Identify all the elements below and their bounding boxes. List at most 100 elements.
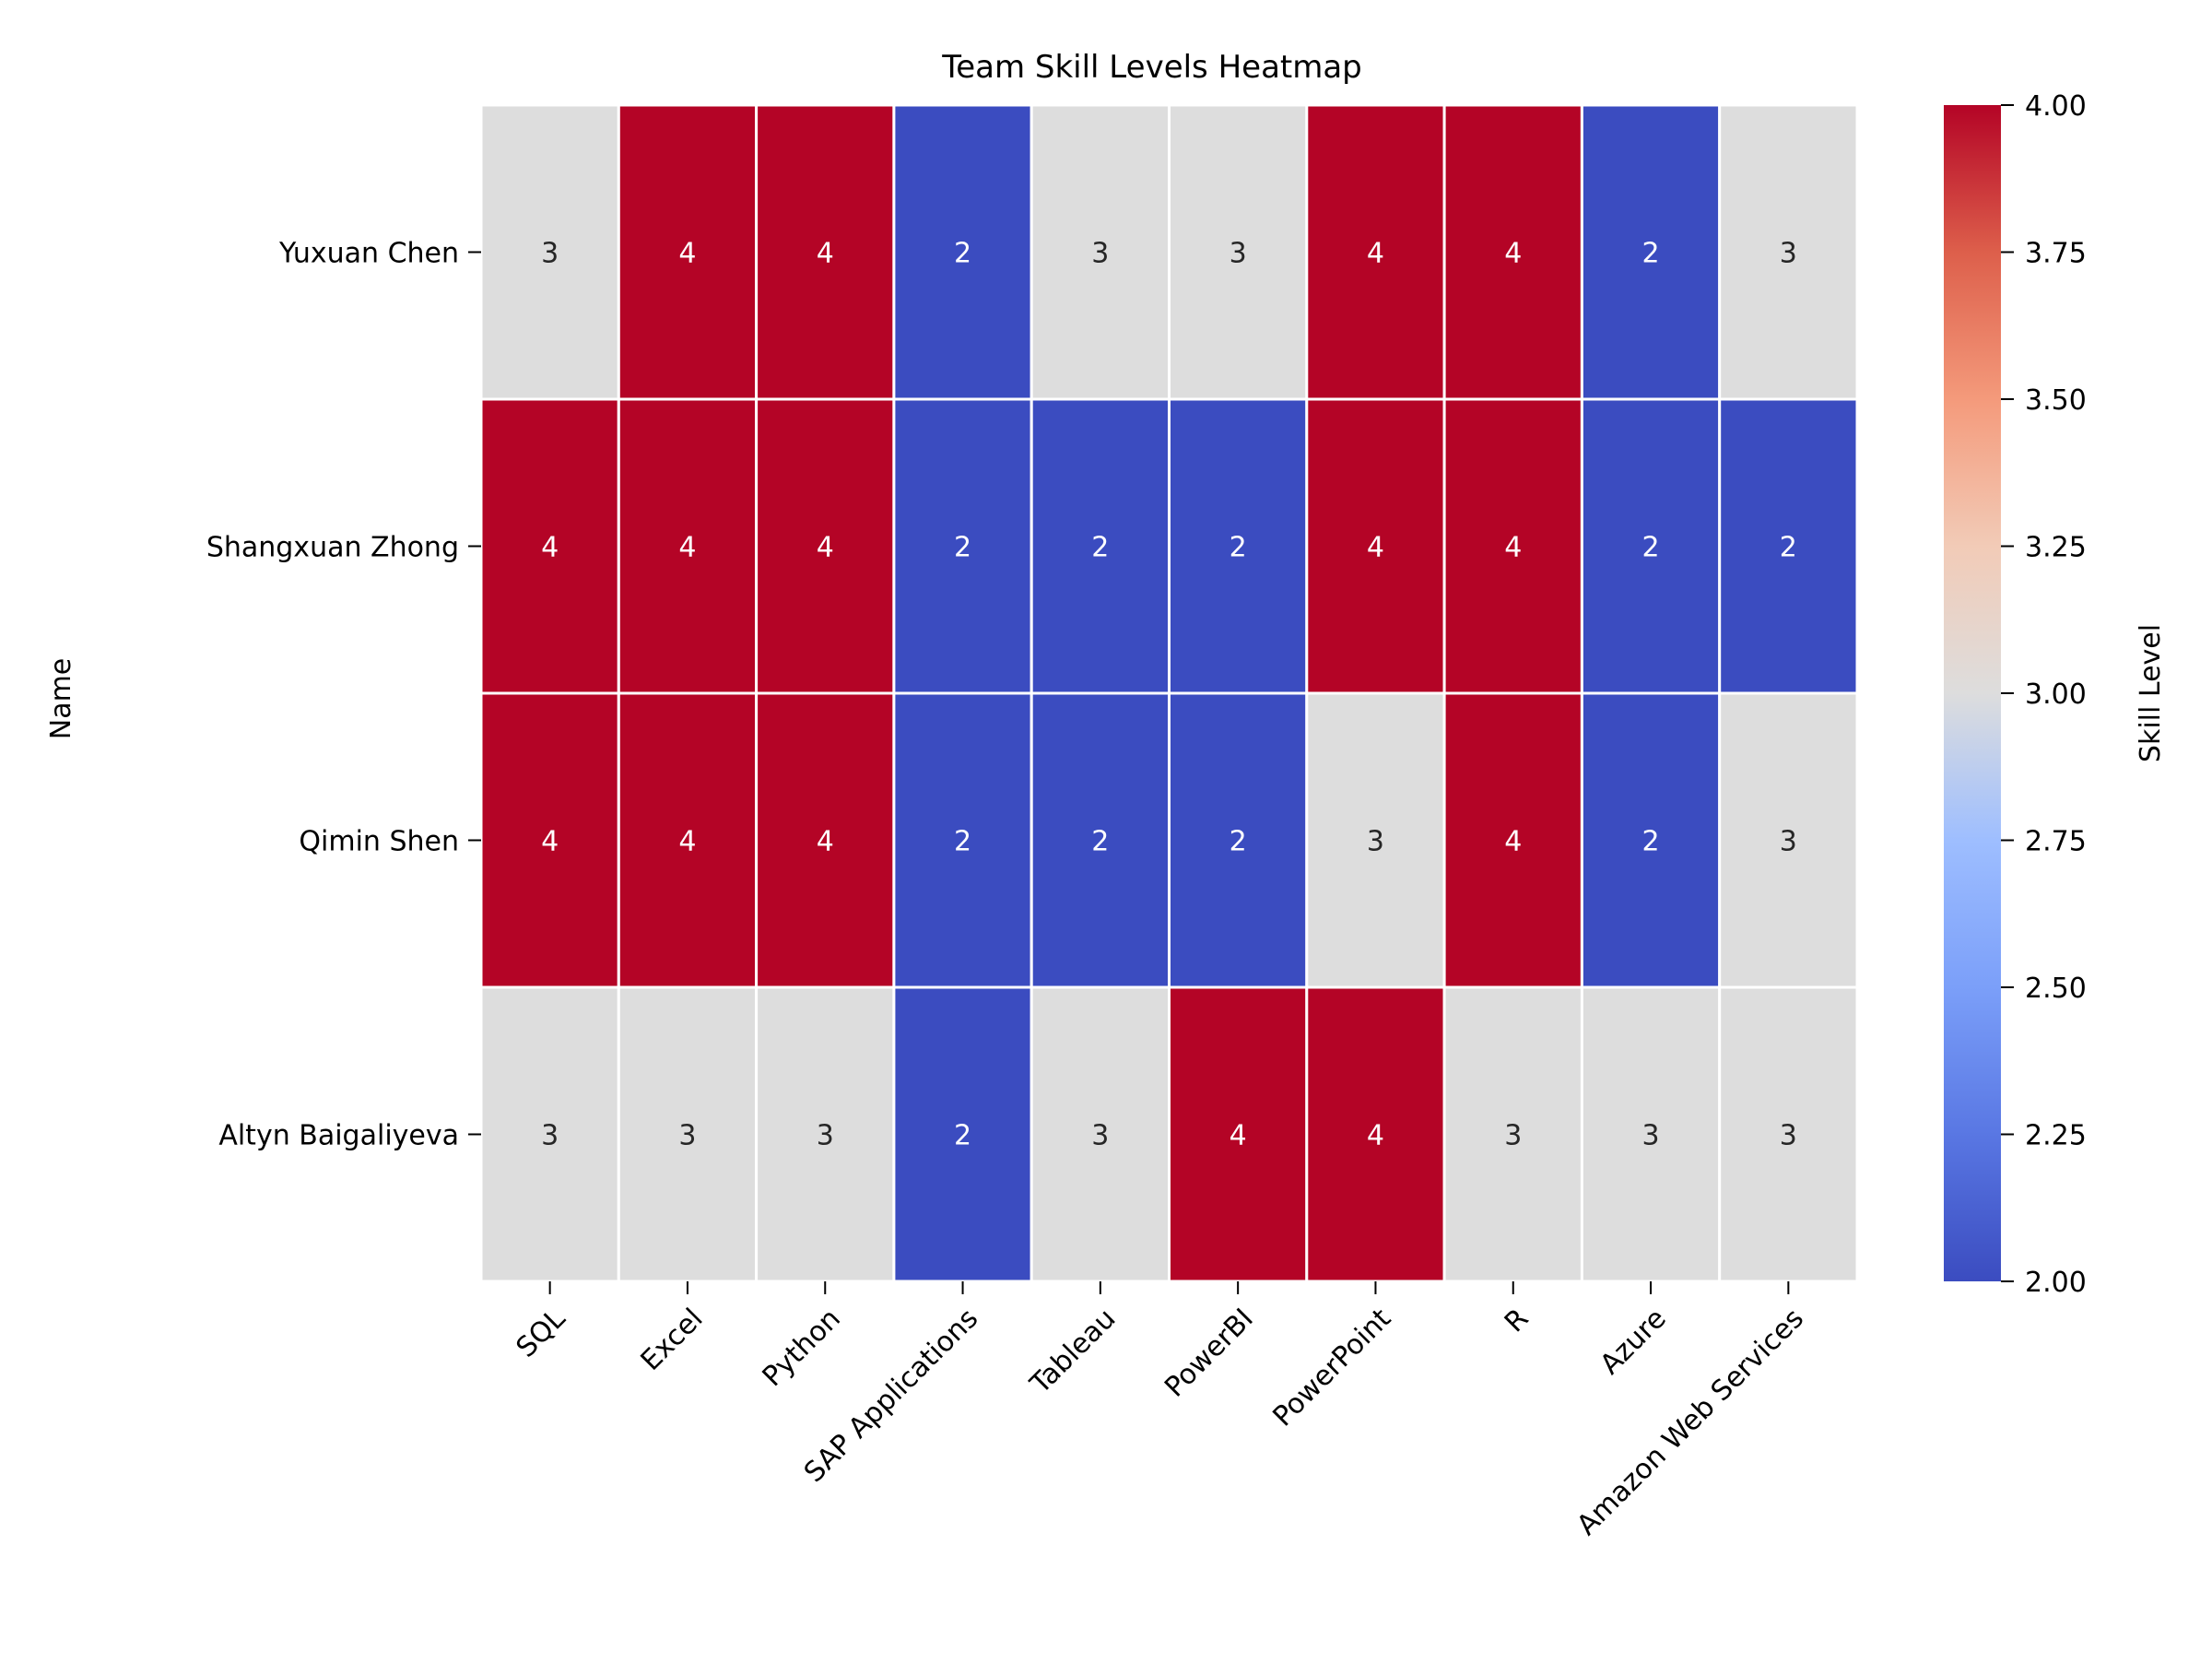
heatmap-cell <box>1442 691 1583 989</box>
cell-value-label: 3 <box>1504 1120 1522 1152</box>
heatmap-cell <box>1030 691 1171 989</box>
y-tick-label: Yuxuan Chen <box>278 238 459 270</box>
cell-value-label: 2 <box>954 1120 971 1152</box>
colorbar-label: Skill Level <box>2135 624 2167 762</box>
colorbar-tick-label: 3.50 <box>2025 384 2087 417</box>
colorbar-tick-label: 3.25 <box>2025 532 2087 564</box>
heatmap-cell <box>1305 691 1446 989</box>
cell-value-label: 4 <box>1504 826 1522 858</box>
heatmap-cell <box>1580 691 1722 989</box>
colorbar-tick-label: 2.50 <box>2025 973 2087 1005</box>
heatmap-cell <box>1168 397 1309 695</box>
colorbar-tick-label: 2.25 <box>2025 1120 2087 1152</box>
heatmap-cell <box>1305 397 1446 695</box>
x-tick-label: Excel <box>635 1303 710 1377</box>
x-tick-label: Tableau <box>1024 1303 1123 1401</box>
colorbar-tick-label: 4.00 <box>2025 90 2087 123</box>
heatmap-cell <box>755 691 896 989</box>
cell-value-label: 3 <box>1780 1120 1797 1152</box>
x-tick-label: PowerPoint <box>1267 1303 1398 1433</box>
cell-value-label: 2 <box>1642 826 1660 858</box>
chart-title: Team Skill Levels Heatmap <box>941 49 1362 86</box>
cell-value-label: 4 <box>541 826 559 858</box>
cell-value-label: 2 <box>1642 532 1660 564</box>
cell-value-label: 2 <box>1230 532 1247 564</box>
heatmap-cell <box>1442 103 1583 401</box>
colorbar-tick-label: 2.75 <box>2025 826 2087 858</box>
cell-value-label: 4 <box>678 532 696 564</box>
heatmap-cell <box>479 103 620 401</box>
heatmap-cell <box>892 397 1033 695</box>
cell-value-label: 3 <box>1091 238 1109 270</box>
colorbar-tick-label: 3.00 <box>2025 678 2087 711</box>
colorbar-gradient <box>1944 105 2001 1281</box>
cell-value-label: 4 <box>541 532 559 564</box>
cell-value-label: 4 <box>1504 532 1522 564</box>
cell-value-label: 3 <box>1091 1120 1109 1152</box>
heatmap-cell <box>617 397 759 695</box>
cell-value-label: 4 <box>817 532 834 564</box>
cell-value-label: 2 <box>1091 532 1109 564</box>
colorbar-tick-label: 2.00 <box>2025 1267 2087 1299</box>
cell-value-label: 2 <box>954 532 971 564</box>
cell-value-label: 2 <box>1091 826 1109 858</box>
heatmap-cell <box>1580 985 1722 1283</box>
cell-value-label: 4 <box>817 238 834 270</box>
cell-value-label: 4 <box>678 826 696 858</box>
x-tick-label: PowerBI <box>1159 1303 1260 1404</box>
cell-value-label: 4 <box>1230 1120 1247 1152</box>
y-tick-label: Shangxuan Zhong <box>206 532 459 564</box>
cell-value-label: 2 <box>954 826 971 858</box>
x-tick-label: Amazon Web Services <box>1571 1303 1810 1542</box>
heatmap-cell <box>1168 103 1309 401</box>
cell-value-label: 3 <box>678 1120 696 1152</box>
cell-value-label: 4 <box>817 826 834 858</box>
heatmap-cells <box>479 103 1859 1283</box>
heatmap-cell <box>479 691 620 989</box>
cell-annotations: 3 4 4 2 3 3 4 4 2 3 4 4 4 2 2 2 4 4 2 2 4 4 4 2 2 2 3 4 2 3 3 3 3 2 3 4 4 3 3 3 <box>541 238 1797 1152</box>
heatmap-cell <box>1442 397 1583 695</box>
heatmap-cell <box>755 103 896 401</box>
y-axis-ticks: Yuxuan Chen Shangxuan Zhong Qimin Shen Alty… <box>206 238 481 1152</box>
cell-value-label: 2 <box>1642 238 1660 270</box>
x-tick-label: Azure <box>1594 1303 1673 1381</box>
cell-value-label: 3 <box>1230 238 1247 270</box>
heatmap-cell <box>1442 985 1583 1283</box>
x-tick-label: SQL <box>511 1303 572 1364</box>
colorbar <box>1944 105 2001 1281</box>
cell-value-label: 3 <box>541 238 559 270</box>
colorbar-tick-label: 3.75 <box>2025 238 2087 270</box>
cell-value-label: 4 <box>678 238 696 270</box>
cell-value-label: 4 <box>1367 1120 1384 1152</box>
heatmap-cell <box>1718 103 1859 401</box>
heatmap-cell <box>1718 397 1859 695</box>
x-tick-label: Python <box>757 1303 847 1393</box>
cell-value-label: 2 <box>954 238 971 270</box>
heatmap-cell <box>1718 985 1859 1283</box>
heatmap-cell <box>1168 985 1309 1283</box>
colorbar-ticks: 2.00 2.25 2.50 2.75 3.00 3.25 3.50 3.75 4.00 <box>2001 90 2087 1299</box>
heatmap-cell <box>892 103 1033 401</box>
heatmap-cell <box>617 103 759 401</box>
heatmap-cell <box>1305 985 1446 1283</box>
cell-value-label: 2 <box>1230 826 1247 858</box>
y-tick-label: Altyn Baigaliyeva <box>218 1120 459 1152</box>
heatmap-cell <box>479 985 620 1283</box>
cell-value-label: 3 <box>1642 1120 1660 1152</box>
cell-value-label: 3 <box>541 1120 559 1152</box>
cell-value-label: 3 <box>817 1120 834 1152</box>
heatmap-cell <box>617 691 759 989</box>
heatmap-cell <box>1580 397 1722 695</box>
cell-value-label: 4 <box>1504 238 1522 270</box>
y-tick-label: Qimin Shen <box>299 826 459 858</box>
cell-value-label: 3 <box>1367 826 1384 858</box>
cell-value-label: 3 <box>1780 826 1797 858</box>
cell-value-label: 4 <box>1367 532 1384 564</box>
heatmap-cell <box>1718 691 1859 989</box>
cell-value-label: 4 <box>1367 238 1384 270</box>
x-tick-label: R <box>1499 1303 1535 1339</box>
cell-value-label: 3 <box>1780 238 1797 270</box>
cell-value-label: 2 <box>1780 532 1797 564</box>
